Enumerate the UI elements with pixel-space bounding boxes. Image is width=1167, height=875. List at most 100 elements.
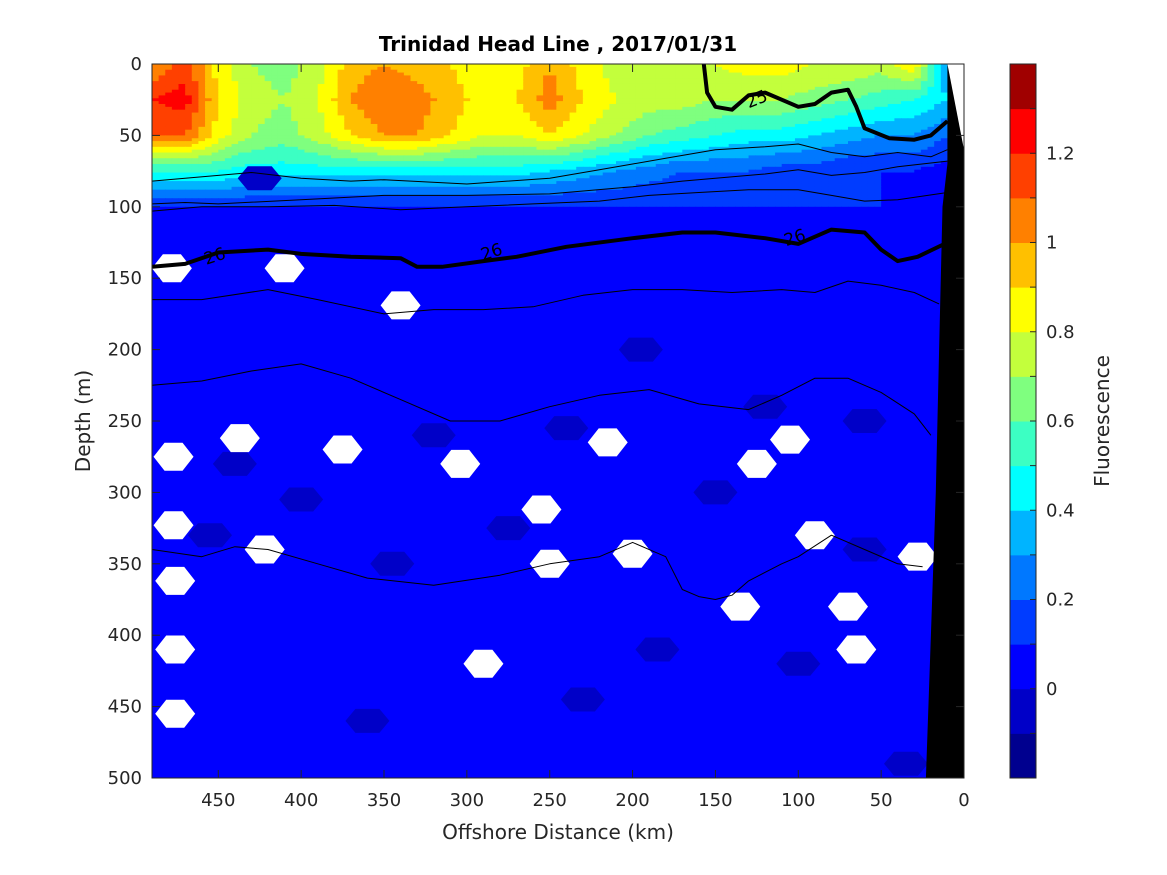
heatmap-cell <box>430 64 438 68</box>
heatmap-cell <box>576 64 584 68</box>
heatmap-cell <box>357 72 365 77</box>
heatmap-cell <box>543 72 551 77</box>
heatmap-cell <box>748 86 756 91</box>
heatmap-cell <box>370 66 378 71</box>
heatmap-cell <box>549 81 557 85</box>
heatmap-cell <box>450 72 458 77</box>
heatmap-cell <box>403 81 412 85</box>
heatmap-cell <box>470 92 478 97</box>
heatmap-cell <box>768 89 776 94</box>
heatmap-cell <box>914 81 922 85</box>
heatmap-cell <box>503 69 511 74</box>
heatmap-cell <box>490 78 498 82</box>
heatmap-cell <box>841 72 849 77</box>
heatmap-cell <box>397 72 405 77</box>
heatmap-cell <box>881 92 889 97</box>
heatmap-cell <box>324 72 332 77</box>
heatmap-cell <box>748 69 756 74</box>
heatmap-cell <box>920 89 929 94</box>
heatmap-cell <box>238 81 246 85</box>
heatmap-cell <box>264 95 272 99</box>
heatmap-cell <box>523 89 531 94</box>
heatmap-cell <box>443 78 451 82</box>
heatmap-cell <box>649 78 657 82</box>
heatmap-cell <box>516 86 524 91</box>
heatmap-cell <box>403 64 412 68</box>
heatmap-cell <box>456 72 465 77</box>
heatmap-cell <box>543 81 551 85</box>
heatmap-cell <box>655 66 663 71</box>
heatmap-cell <box>920 86 929 91</box>
heatmap-cell <box>470 89 478 94</box>
heatmap-cell <box>185 86 193 91</box>
heatmap-cell <box>728 66 736 71</box>
heatmap-cell <box>549 92 557 97</box>
heatmap-cell <box>543 86 551 91</box>
heatmap-cell <box>741 64 750 68</box>
heatmap-cell <box>828 86 836 91</box>
heatmap-cell <box>728 81 736 85</box>
heatmap-cell <box>874 92 882 97</box>
heatmap-cell <box>291 64 299 68</box>
heatmap-cell <box>655 95 663 99</box>
heatmap-cell <box>258 86 266 91</box>
heatmap-cell <box>582 69 591 74</box>
heatmap-cell <box>238 86 246 91</box>
heatmap-cell <box>244 92 253 97</box>
heatmap-cell <box>920 83 929 88</box>
heatmap-cell <box>191 72 199 77</box>
heatmap-cell <box>330 95 339 99</box>
heatmap-cell <box>211 66 219 71</box>
heatmap-cell <box>543 75 551 79</box>
heatmap-cell <box>291 83 299 88</box>
heatmap-cell <box>848 64 856 68</box>
heatmap-cell <box>403 89 412 94</box>
heatmap-cell <box>755 81 763 85</box>
heatmap-cell <box>867 83 876 88</box>
heatmap-cell <box>695 81 703 85</box>
heatmap-cell <box>516 72 524 77</box>
heatmap-cell <box>317 75 325 79</box>
heatmap-cell <box>821 89 829 94</box>
heatmap-cell <box>476 69 485 74</box>
heatmap-cell <box>708 72 717 77</box>
heatmap-cell <box>622 83 630 88</box>
heatmap-cell <box>364 78 372 82</box>
heatmap-cell <box>887 69 895 74</box>
heatmap-cell <box>357 69 365 74</box>
heatmap-cell <box>622 75 630 79</box>
heatmap-cell <box>569 83 577 88</box>
heatmap-cell <box>881 86 889 91</box>
heatmap-cell <box>582 83 591 88</box>
heatmap-cell <box>496 72 504 77</box>
heatmap-cell <box>178 83 186 88</box>
heatmap-cell <box>602 86 610 91</box>
heatmap-cell <box>642 78 650 82</box>
heatmap-cell <box>277 95 286 99</box>
heatmap-cell <box>894 78 902 82</box>
heatmap-cell <box>297 83 306 88</box>
heatmap-cell <box>377 69 385 74</box>
heatmap-cell <box>403 75 412 79</box>
heatmap-cell <box>735 81 743 85</box>
heatmap-cell <box>185 89 193 94</box>
heatmap-cell <box>284 95 292 99</box>
heatmap-cell <box>669 69 677 74</box>
heatmap-cell <box>443 69 451 74</box>
heatmap-cell <box>589 66 597 71</box>
heatmap-cell <box>569 89 577 94</box>
heatmap-cell <box>695 66 703 71</box>
heatmap-cell <box>410 95 418 99</box>
heatmap-cell <box>304 86 312 91</box>
heatmap-cell <box>549 66 557 71</box>
heatmap-cell <box>556 72 564 77</box>
heatmap-cell <box>722 75 730 79</box>
heatmap-cell <box>655 81 663 85</box>
heatmap-cell <box>297 86 306 91</box>
heatmap-cell <box>357 81 365 85</box>
heatmap-cell <box>450 89 458 94</box>
heatmap-cell <box>609 66 617 71</box>
heatmap-cell <box>357 92 365 97</box>
heatmap-cell <box>556 66 564 71</box>
heatmap-cell <box>775 78 783 82</box>
